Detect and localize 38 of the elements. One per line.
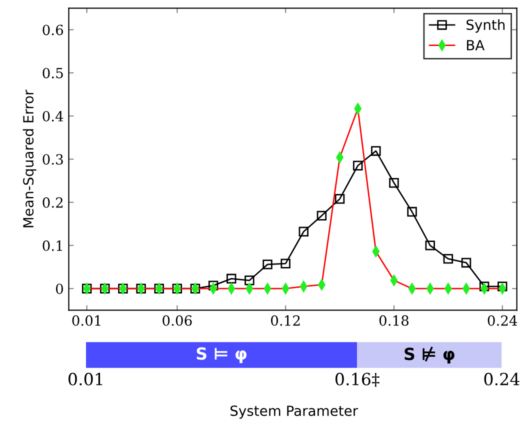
series-label: S ⊭ φ (404, 346, 454, 364)
y-tick-label: 0 (56, 284, 63, 294)
point (316, 210, 327, 221)
point (479, 282, 490, 292)
point (208, 280, 218, 290)
point (352, 160, 363, 170)
point (280, 258, 290, 268)
point (498, 282, 508, 292)
point (226, 274, 236, 284)
y-axis-title: Mean-Squared Error (22, 90, 36, 228)
point (298, 226, 309, 237)
point (389, 178, 399, 188)
x-tick-label: 0.18 (379, 315, 409, 326)
point (371, 146, 381, 156)
series-label: S ⊨ φ (196, 347, 247, 364)
y-tick-label: 0.5 (42, 68, 63, 78)
x-tick-label: 0.01 (72, 315, 100, 326)
x-tick-label: 0.24 (484, 372, 520, 386)
point (244, 276, 254, 286)
legend-label: BA (466, 40, 485, 50)
y-tick-label: 0.3 (42, 154, 63, 165)
point (334, 194, 345, 204)
y-tick-label: 0.2 (42, 197, 63, 208)
x-tick-label: 0.12 (271, 315, 300, 326)
x-tick-label: 0.06 (162, 315, 192, 326)
x-tick-label: 0.16‡ (335, 372, 380, 387)
y-tick-label: 0.6 (42, 24, 64, 36)
x-tick-label: 0.24 (488, 315, 518, 326)
y-tick-label: 0.1 (42, 240, 62, 251)
x-tick-label: 0.01 (68, 372, 102, 386)
point (443, 254, 454, 264)
legend-label: Synth (466, 19, 505, 33)
point (461, 258, 472, 268)
y-tick-label: 0.4 (42, 110, 64, 122)
point (262, 260, 272, 270)
point (407, 206, 417, 217)
point (425, 240, 435, 250)
x-axis-title: System Parameter (230, 406, 358, 419)
